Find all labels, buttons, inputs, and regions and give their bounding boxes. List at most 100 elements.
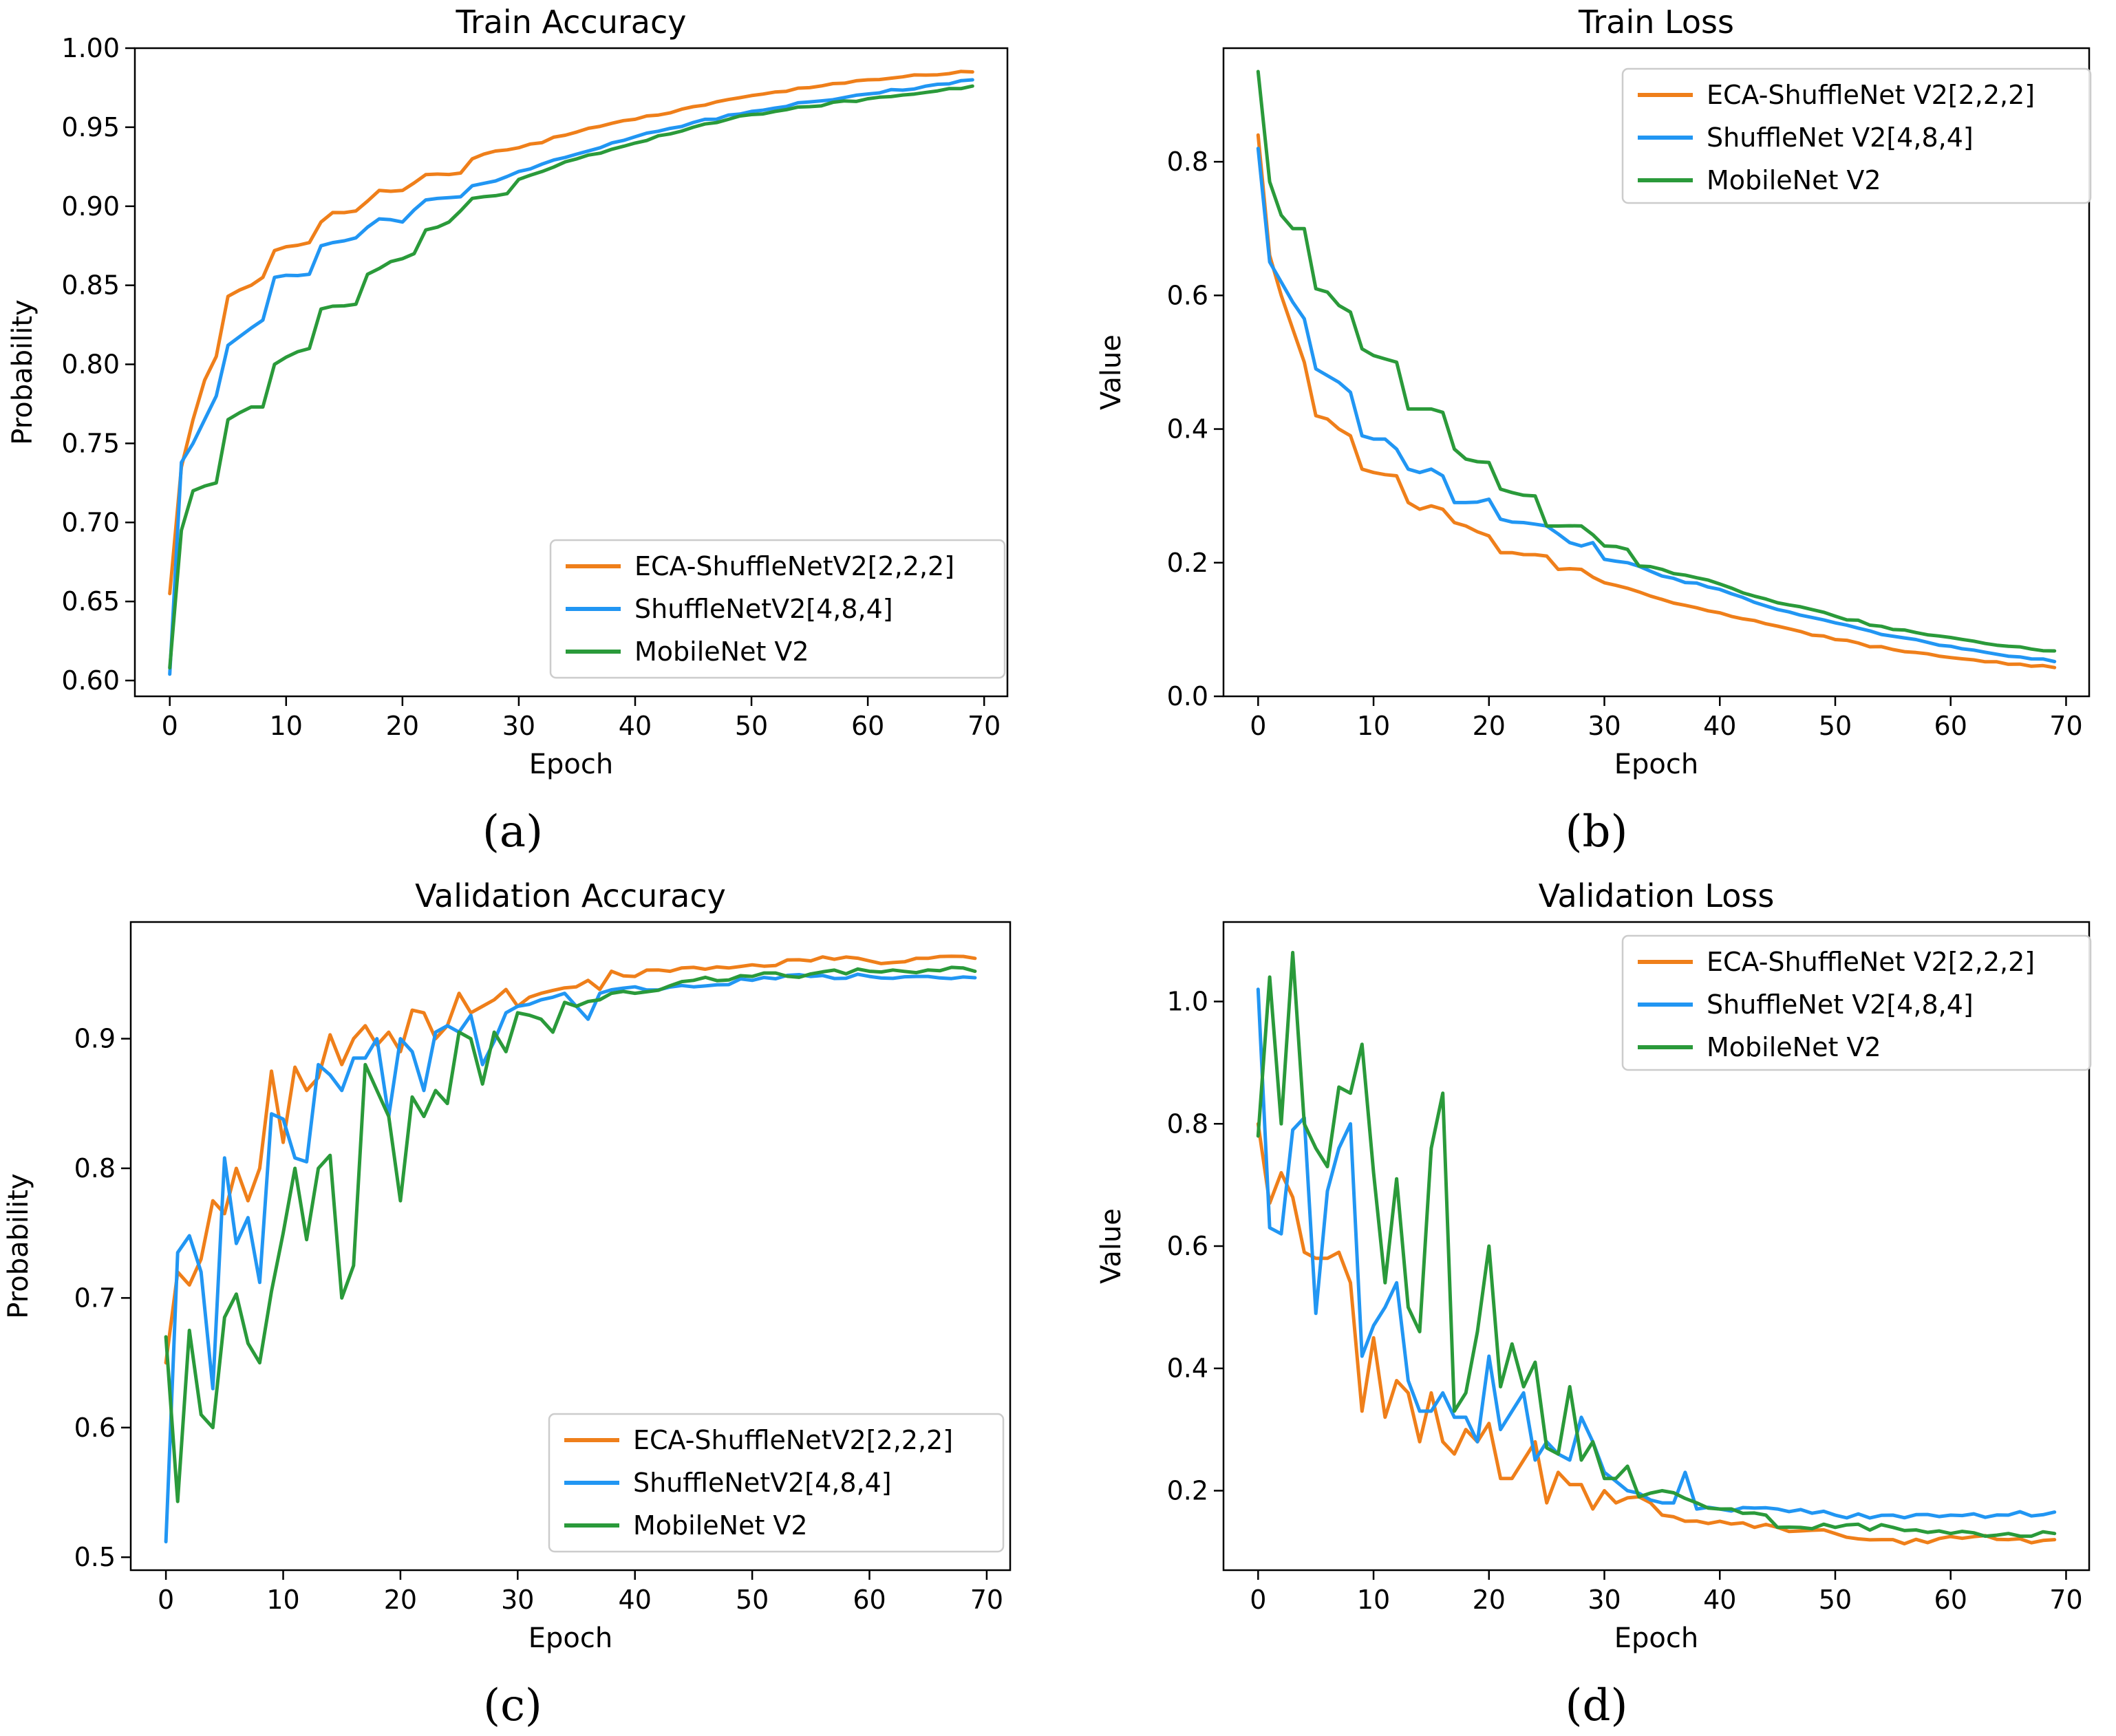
x-tick-label: 10 [270, 711, 303, 741]
legend: ECA-ShuffleNet V2[2,2,2] ShuffleNet V2[4,… [1621, 934, 2092, 1071]
x-tick-label: 40 [619, 711, 652, 741]
x-tick-label: 30 [502, 711, 535, 741]
y-tick-label: 0.70 [61, 507, 120, 537]
y-tick-label: 0.80 [61, 350, 120, 380]
x-tick-label: 30 [1588, 1585, 1621, 1615]
series-line-3 [168, 84, 974, 670]
legend-label: ECA-ShuffleNet V2[2,2,2] [1707, 80, 2035, 110]
y-tick-label: 0.65 [61, 586, 120, 617]
x-tick-label: 30 [1588, 711, 1621, 741]
y-tick-label: 0.0 [1167, 681, 1208, 711]
panel-validation-loss: Validation Loss 0 10 20 30 40 50 60 70 0.2 0.4 0.6 0… [1096, 877, 2092, 1654]
y-tick-label: 0.6 [1167, 280, 1208, 310]
legend-box [549, 539, 1006, 679]
legend: ECA-ShuffleNetV2[2,2,2] ShuffleNetV2[4,8,… [549, 539, 1006, 679]
series-line-3 [1256, 69, 2057, 653]
plot-frame [129, 921, 1012, 1572]
x-tick-label: 10 [1357, 1585, 1390, 1615]
series-line-3 [1256, 950, 2057, 1539]
legend-label: ECA-ShuffleNetV2[2,2,2] [633, 1425, 953, 1455]
x-tick-label: 50 [735, 711, 768, 741]
y-tick-label: 0.9 [74, 1024, 116, 1054]
panel-train-accuracy: Train Accuracy 0 10 20 30 40 50 60 70 0.60 0.65 0.7… [7, 3, 1009, 780]
chart-title: Train Loss [1578, 3, 1734, 41]
x-tick-label: 70 [2049, 1585, 2082, 1615]
chart-title: Validation Loss [1539, 877, 1775, 914]
legend: ECA-ShuffleNetV2[2,2,2] ShuffleNetV2[4,8,… [548, 1413, 1005, 1553]
legend-label: ShuffleNet V2[4,8,4] [1707, 122, 1974, 153]
y-tick-label: 0.8 [74, 1153, 116, 1183]
y-tick-label: 0.6 [1167, 1231, 1208, 1261]
legend-label: ECA-ShuffleNetV2[2,2,2] [634, 551, 954, 581]
x-tick-label: 20 [1473, 711, 1506, 741]
caption-a: (a) [482, 806, 543, 857]
y-tick-label: 0.8 [1167, 1108, 1208, 1139]
y-axis-label: Probability [7, 299, 39, 444]
x-tick-label: 10 [1357, 711, 1390, 741]
y-tick-label: 1.00 [61, 33, 120, 63]
x-tick-label: 60 [1934, 1585, 1967, 1615]
y-axis-label: Probability [3, 1173, 34, 1318]
plot-frame [133, 47, 1009, 698]
caption-c: (c) [483, 1680, 542, 1731]
x-tick-label: 10 [266, 1585, 299, 1615]
legend-label: ShuffleNetV2[4,8,4] [633, 1468, 892, 1498]
x-tick-label: 0 [162, 711, 178, 741]
panel-validation-accuracy: Validation Accuracy 0 10 20 30 40 50 60 70 0.5 0.6… [3, 877, 1012, 1654]
x-axis-label: Epoch [1614, 1622, 1698, 1654]
y-tick-label: 0.2 [1167, 548, 1208, 578]
x-tick-label: 50 [736, 1585, 769, 1615]
legend-label: ECA-ShuffleNet V2[2,2,2] [1707, 947, 2035, 977]
x-tick-label: 0 [1250, 711, 1266, 741]
x-axis-label: Epoch [1614, 749, 1698, 780]
x-tick-label: 70 [968, 711, 1001, 741]
legend-label: MobileNet V2 [1707, 165, 1881, 195]
y-tick-label: 0.6 [74, 1413, 116, 1443]
legend-box [1621, 934, 2092, 1071]
series-line-1 [164, 954, 977, 1365]
series-line-1 [1256, 133, 2057, 669]
x-tick-label: 40 [619, 1585, 652, 1615]
x-tick-label: 40 [1703, 1585, 1736, 1615]
series-line-2 [1256, 147, 2057, 663]
legend: ECA-ShuffleNet V2[2,2,2] ShuffleNet V2[4,… [1621, 67, 2092, 204]
x-tick-label: 50 [1819, 1585, 1852, 1615]
y-axis-label: Value [1096, 1208, 1127, 1284]
x-axis-label: Epoch [528, 1622, 612, 1654]
y-tick-label: 1.0 [1167, 987, 1208, 1017]
y-tick-label: 0.90 [61, 191, 120, 222]
legend-box [548, 1413, 1005, 1553]
y-axis-label: Value [1096, 334, 1127, 410]
x-tick-label: 20 [386, 711, 419, 741]
y-tick-label: 0.4 [1167, 1353, 1208, 1384]
y-tick-label: 0.5 [74, 1542, 116, 1572]
x-tick-label: 70 [2049, 711, 2082, 741]
y-tick-label: 0.85 [61, 270, 120, 301]
legend-label: MobileNet V2 [633, 1510, 808, 1541]
legend-label: MobileNet V2 [634, 636, 809, 667]
x-tick-label: 60 [853, 1585, 886, 1615]
legend-label: MobileNet V2 [1707, 1032, 1881, 1062]
legend-box [1621, 67, 2092, 204]
panel-train-loss: Train Loss 0 10 20 30 40 50 60 70 0.0 0.2 0.4 0.6 0.8… [1096, 3, 2092, 780]
x-tick-label: 50 [1819, 711, 1852, 741]
y-tick-label: 0.4 [1167, 414, 1208, 444]
legend-label: ShuffleNetV2[4,8,4] [634, 594, 893, 624]
chart-title: Validation Accuracy [415, 877, 726, 914]
series-line-2 [1256, 987, 2057, 1520]
series-line-1 [1256, 1122, 2057, 1546]
plot-frame [1222, 47, 2091, 698]
series-line-1 [168, 69, 974, 596]
x-tick-label: 30 [501, 1585, 534, 1615]
x-tick-label: 70 [970, 1585, 1003, 1615]
series-line-2 [164, 972, 977, 1544]
legend-label: ShuffleNet V2[4,8,4] [1707, 989, 1974, 1020]
y-tick-label: 0.2 [1167, 1475, 1208, 1505]
y-tick-label: 0.75 [61, 428, 120, 458]
x-tick-label: 40 [1703, 711, 1736, 741]
caption-b: (b) [1565, 806, 1628, 857]
series-line-2 [168, 78, 974, 676]
x-tick-label: 60 [851, 711, 884, 741]
x-tick-label: 20 [1473, 1585, 1506, 1615]
